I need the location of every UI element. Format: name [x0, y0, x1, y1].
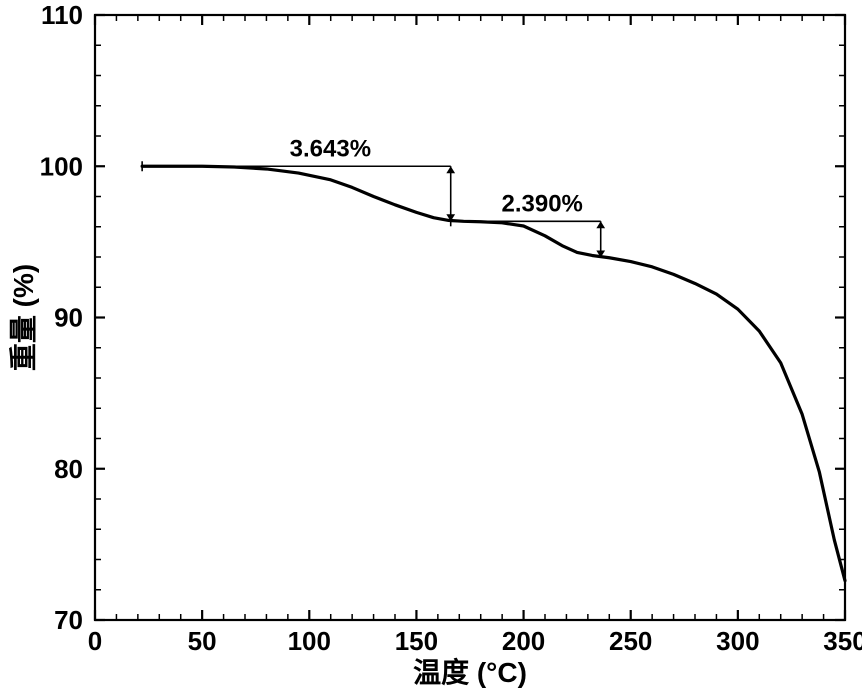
- x-axis-label: 温度 (°C): [413, 657, 527, 688]
- anno-label: 2.390%: [502, 190, 583, 217]
- y-tick-label: 100: [40, 151, 83, 181]
- x-tick-label: 50: [188, 626, 217, 656]
- x-tick-label: 0: [88, 626, 102, 656]
- x-tick-label: 100: [288, 626, 331, 656]
- x-tick-label: 200: [502, 626, 545, 656]
- y-tick-label: 110: [41, 0, 83, 30]
- chart-bg: [0, 0, 862, 695]
- x-tick-label: 150: [395, 626, 438, 656]
- x-tick-label: 350: [823, 626, 862, 656]
- y-tick-label: 80: [54, 454, 83, 484]
- x-tick-label: 300: [716, 626, 759, 656]
- x-tick-label: 250: [609, 626, 652, 656]
- y-tick-label: 70: [54, 605, 83, 635]
- y-tick-label: 90: [54, 303, 83, 333]
- tga-chart: 0 50 100 150 200 250 300 350 70 80 90 100 110 3.643%…: [0, 0, 862, 695]
- y-axis-label: 重量 (%): [8, 264, 39, 371]
- anno-label: 3.643%: [290, 135, 371, 162]
